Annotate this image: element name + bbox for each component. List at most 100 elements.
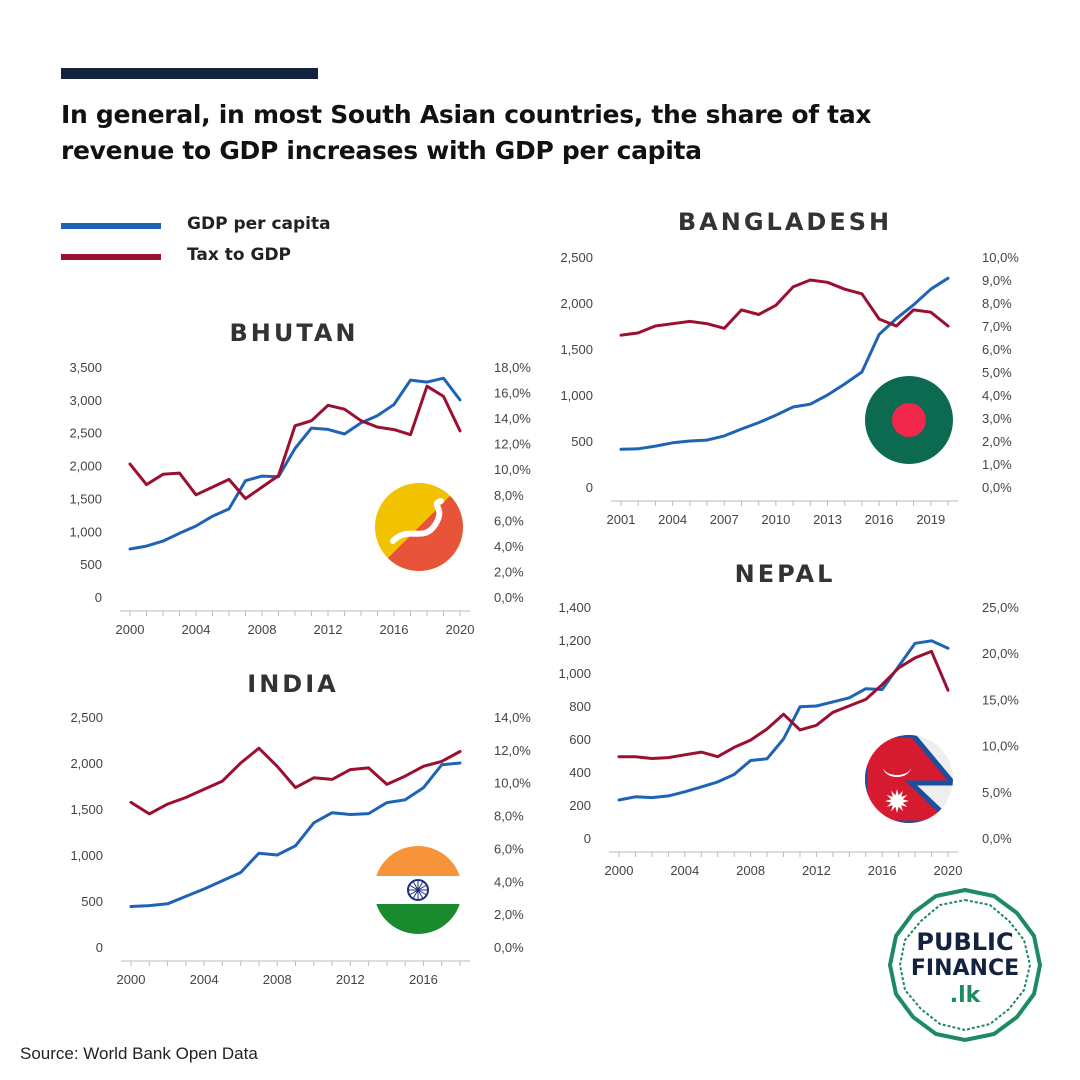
y2-tick-label-nepal: 15,0% [982, 692, 1019, 707]
y-tick-label-bangladesh: 2,500 [560, 250, 593, 265]
y2-tick-label-bhutan: 16,0% [494, 386, 531, 401]
y-tick-label-bhutan: 2,500 [69, 426, 102, 441]
y2-tick-label-bangladesh: 7,0% [982, 319, 1012, 334]
y2-tick-label-bangladesh: 0,0% [982, 480, 1012, 495]
chart-title-bangladesh: BANGLADESH [678, 208, 892, 236]
y2-tick-label-nepal: 10,0% [982, 739, 1019, 754]
y2-tick-label-bangladesh: 2,0% [982, 434, 1012, 449]
tax-line-india [129, 746, 462, 816]
tax-line-nepal [617, 649, 950, 760]
logo-text-finance: FINANCE [911, 956, 1019, 981]
y-tick-label-india: 1,000 [70, 848, 103, 863]
y2-tick-label-nepal: 0,0% [982, 831, 1012, 846]
y2-tick-label-bhutan: 2,0% [494, 564, 524, 579]
y2-tick-label-bhutan: 14,0% [494, 411, 531, 426]
y-tick-label-bhutan: 0 [95, 590, 102, 605]
x-tick-label-bangladesh: 2007 [710, 512, 739, 527]
title-accent-bar [61, 68, 318, 79]
y-tick-label-bhutan: 3,000 [69, 393, 102, 408]
gdp-line-bhutan [128, 376, 462, 551]
logo-text-lk: .lk [950, 983, 982, 1008]
x-tick-label-bhutan: 2008 [248, 622, 277, 637]
y-tick-label-india: 0 [96, 940, 103, 955]
y-tick-label-nepal: 800 [569, 699, 591, 714]
y-tick-label-bhutan: 1,500 [69, 491, 102, 506]
legend-swatch-tax [61, 254, 161, 260]
y2-tick-label-bhutan: 18,0% [494, 360, 531, 375]
x-tick-label-india: 2004 [190, 972, 219, 987]
y2-tick-label-india: 14,0% [494, 710, 531, 725]
logo-badge-inner [898, 898, 1032, 1032]
y-tick-label-bangladesh: 2,000 [560, 296, 593, 311]
y-tick-label-india: 2,000 [70, 756, 103, 771]
legend-label-tax: Tax to GDP [187, 245, 292, 265]
y2-tick-label-bhutan: 4,0% [494, 539, 524, 554]
x-tick-label-india: 2008 [263, 972, 292, 987]
public-finance-logo: PUBLIC FINANCE .lk [888, 888, 1042, 1042]
x-tick-label-bhutan: 2016 [380, 622, 409, 637]
x-tick-label-bangladesh: 2004 [658, 512, 687, 527]
x-tick-label-bhutan: 2000 [116, 622, 145, 637]
chart-title-nepal: NEPAL [735, 560, 836, 588]
gdp-line-bangladesh [619, 276, 950, 451]
y2-tick-label-india: 0,0% [494, 940, 524, 955]
x-tick-label-nepal: 2008 [736, 863, 765, 878]
x-tick-label-india: 2016 [409, 972, 438, 987]
chart-title-india: INDIA [247, 670, 338, 698]
y2-tick-label-bangladesh: 9,0% [982, 273, 1012, 288]
logo-text-public: PUBLIC [916, 928, 1013, 956]
y2-tick-label-nepal: 20,0% [982, 646, 1019, 661]
y2-tick-label-bangladesh: 4,0% [982, 388, 1012, 403]
y2-tick-label-bangladesh: 8,0% [982, 296, 1012, 311]
x-tick-label-india: 2000 [117, 972, 146, 987]
tax-line-bangladesh [619, 278, 950, 337]
x-tick-label-bhutan: 2004 [182, 622, 211, 637]
y2-tick-label-india: 4,0% [494, 874, 524, 889]
y2-tick-label-india: 12,0% [494, 743, 531, 758]
y-tick-label-nepal: 200 [569, 798, 591, 813]
bangladesh-flag-icon [865, 376, 953, 464]
page-title: In general, in most South Asian countrie… [61, 100, 872, 165]
y2-tick-label-bangladesh: 1,0% [982, 457, 1012, 472]
x-tick-label-bangladesh: 2013 [813, 512, 842, 527]
y-tick-label-nepal: 1,000 [558, 666, 591, 681]
y2-tick-label-bhutan: 12,0% [494, 437, 531, 452]
gdp-line-india [129, 761, 462, 908]
y2-tick-label-bhutan: 8,0% [494, 488, 524, 503]
legend-item-gdp: GDP per capita [61, 214, 381, 238]
x-tick-label-bangladesh: 2010 [761, 512, 790, 527]
source-note: Source: World Bank Open Data [20, 1044, 258, 1063]
legend-label-gdp: GDP per capita [187, 214, 331, 234]
y2-tick-label-bhutan: 6,0% [494, 513, 524, 528]
y-tick-label-nepal: 0 [584, 831, 591, 846]
y2-tick-label-bangladesh: 5,0% [982, 365, 1012, 380]
y2-tick-label-india: 10,0% [494, 776, 531, 791]
x-tick-label-bangladesh: 2001 [607, 512, 636, 527]
y2-tick-label-bangladesh: 10,0% [982, 250, 1019, 265]
x-tick-label-india: 2012 [336, 972, 365, 987]
y2-tick-label-bangladesh: 6,0% [982, 342, 1012, 357]
x-tick-label-nepal: 2000 [605, 863, 634, 878]
y2-tick-label-bhutan: 0,0% [494, 590, 524, 605]
y-tick-label-nepal: 1,200 [558, 633, 591, 648]
y-tick-label-bhutan: 1,000 [69, 524, 102, 539]
y-tick-label-nepal: 400 [569, 765, 591, 780]
y-tick-label-nepal: 600 [569, 732, 591, 747]
y2-tick-label-india: 6,0% [494, 841, 524, 856]
x-tick-label-bangladesh: 2016 [865, 512, 894, 527]
y2-tick-label-bhutan: 10,0% [494, 462, 531, 477]
y2-tick-label-india: 8,0% [494, 809, 524, 824]
x-tick-label-nepal: 2016 [868, 863, 897, 878]
y2-tick-label-nepal: 25,0% [982, 600, 1019, 615]
x-tick-label-nepal: 2020 [934, 863, 963, 878]
y-tick-label-bangladesh: 500 [571, 434, 593, 449]
y-tick-label-nepal: 1,400 [558, 600, 591, 615]
y-tick-label-india: 500 [81, 894, 103, 909]
y-tick-label-india: 2,500 [70, 710, 103, 725]
y-tick-label-bangladesh: 1,000 [560, 388, 593, 403]
y-tick-label-bhutan: 3,500 [69, 360, 102, 375]
